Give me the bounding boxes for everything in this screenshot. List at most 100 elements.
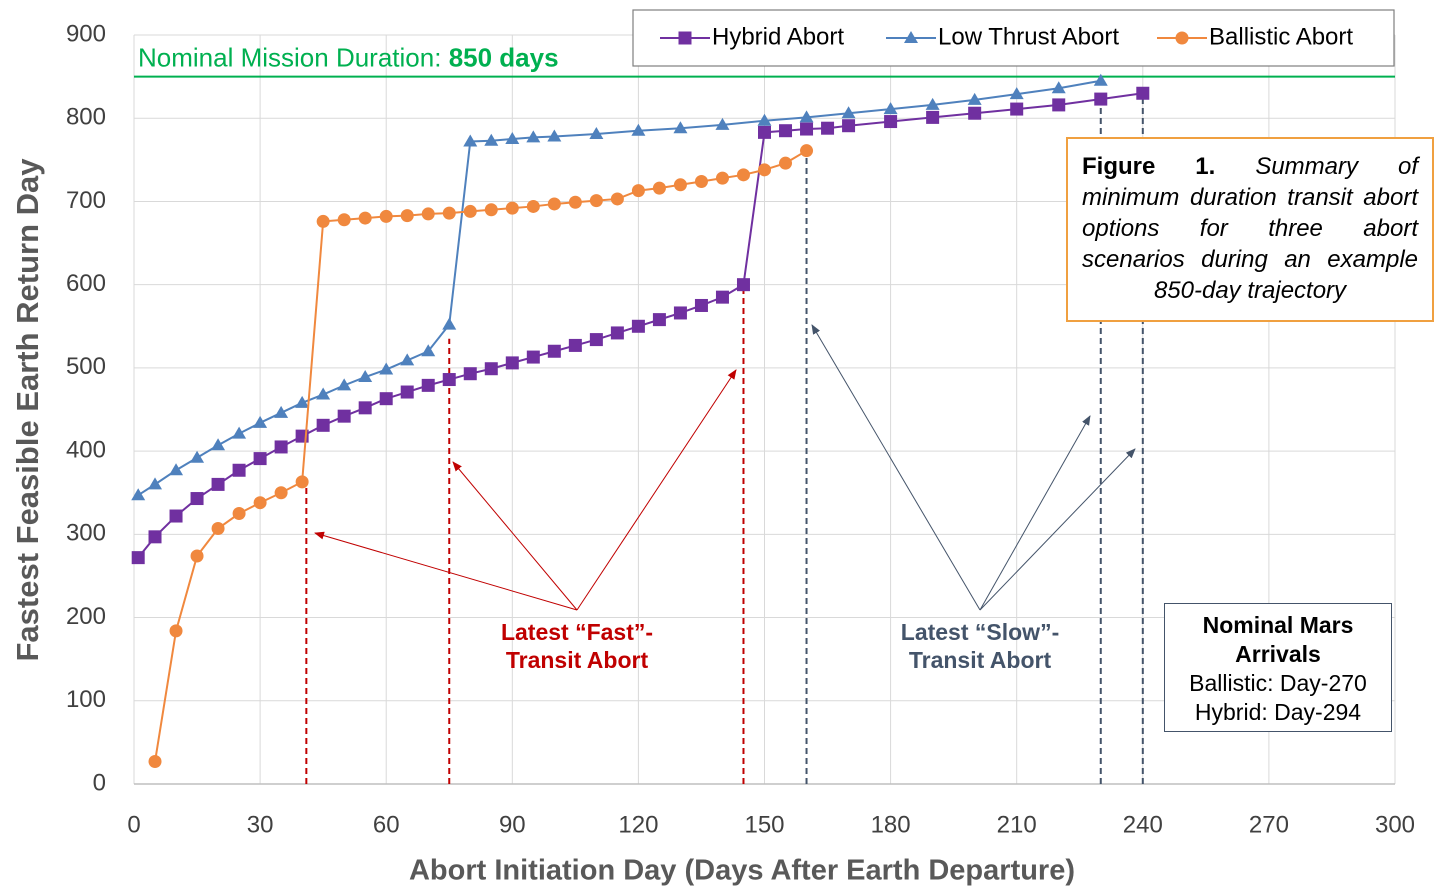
marker [316, 387, 331, 400]
marker [800, 122, 814, 136]
marker [1010, 102, 1024, 116]
marker [190, 549, 204, 563]
marker [190, 492, 204, 506]
marker [148, 755, 162, 769]
marker [610, 326, 624, 340]
y-tick-label: 0 [93, 769, 106, 796]
marker [757, 113, 772, 126]
marker [358, 401, 372, 415]
marker [673, 178, 687, 192]
box-title: Nominal Mars [1202, 612, 1354, 638]
marker [1175, 31, 1189, 45]
marker [631, 184, 645, 198]
marker [736, 278, 750, 292]
slow-arrows [811, 324, 1136, 611]
marker [316, 418, 330, 432]
marker [379, 392, 393, 406]
x-tick-label: 210 [997, 811, 1037, 838]
marker [400, 353, 415, 366]
arrow [452, 461, 578, 611]
marker [505, 356, 519, 370]
marker [779, 124, 793, 138]
arrow [314, 531, 578, 611]
marker [1093, 73, 1108, 86]
marker [631, 319, 645, 333]
marker [758, 163, 771, 177]
legend-label: Ballistic Abort [1209, 23, 1353, 50]
marker [526, 199, 540, 213]
y-tick-label: 300 [66, 520, 106, 547]
y-tick-label: 400 [66, 436, 106, 463]
fast-arrows [314, 369, 737, 611]
marker [337, 213, 351, 227]
marker [400, 209, 414, 223]
reference-label-text: Nominal Mission Duration: [138, 42, 441, 72]
box-line: Hybrid: Day-294 [1194, 699, 1362, 725]
x-tick-label: 270 [1249, 811, 1289, 838]
reference-label: Nominal Mission Duration: 850 days [138, 42, 559, 72]
marker [547, 344, 561, 358]
arrow [576, 369, 737, 611]
marker [379, 209, 393, 223]
marker [232, 426, 247, 439]
y-tick-label: 600 [66, 270, 106, 297]
marker [131, 551, 145, 565]
marker [358, 211, 372, 225]
marker [442, 373, 456, 387]
x-tick-label: 90 [499, 811, 526, 838]
caption-label: Figure 1. [1082, 153, 1216, 180]
x-tick-label: 180 [871, 811, 911, 838]
annotation: Latest “Slow”- [901, 619, 1059, 645]
arrow [979, 415, 1091, 611]
marker [589, 127, 604, 140]
legend-label: Hybrid Abort [712, 23, 844, 50]
marker [337, 378, 352, 391]
marker [274, 440, 288, 454]
marker [190, 450, 205, 463]
marker [131, 488, 146, 501]
marker [505, 201, 519, 215]
marker [1051, 81, 1066, 94]
marker [715, 117, 730, 130]
marker [442, 317, 457, 330]
x-tick-label: 60 [373, 811, 400, 838]
marker [421, 378, 435, 392]
marker [169, 509, 183, 523]
marker [211, 477, 225, 491]
legend-label: Low Thrust Abort [938, 23, 1119, 50]
marker [968, 106, 982, 120]
marker [673, 306, 687, 320]
marker [442, 206, 456, 220]
marker [253, 415, 268, 428]
mars-arrivals-box: Nominal Mars Arrivals Ballistic: Day-270… [1164, 603, 1392, 732]
marker [295, 395, 310, 408]
marker [1052, 98, 1066, 112]
x-tick-label: 120 [618, 811, 658, 838]
x-tick-label: 150 [744, 811, 784, 838]
marker [883, 102, 898, 115]
x-axis-title: Abort Initiation Day (Days After Earth D… [409, 855, 1075, 887]
marker [758, 125, 771, 139]
marker [800, 144, 814, 158]
marker [421, 207, 435, 221]
marker [463, 367, 477, 381]
marker [232, 507, 246, 521]
marker [925, 97, 940, 110]
legend-box [632, 9, 1395, 67]
marker [484, 203, 498, 217]
marker [1136, 86, 1150, 100]
y-tick-label: 800 [66, 104, 106, 131]
figure-caption: Figure 1. Summary of minimum duration tr… [1066, 137, 1434, 322]
marker [358, 370, 373, 383]
marker [568, 195, 582, 209]
marker [484, 133, 499, 146]
y-axis-title: Fastest Feasible Earth Return Day [10, 158, 45, 662]
marker [505, 132, 520, 145]
marker [589, 194, 603, 208]
marker [926, 110, 940, 124]
y-tick-label: 100 [66, 686, 106, 713]
marker [715, 171, 729, 185]
marker [610, 192, 624, 206]
marker [799, 110, 814, 123]
